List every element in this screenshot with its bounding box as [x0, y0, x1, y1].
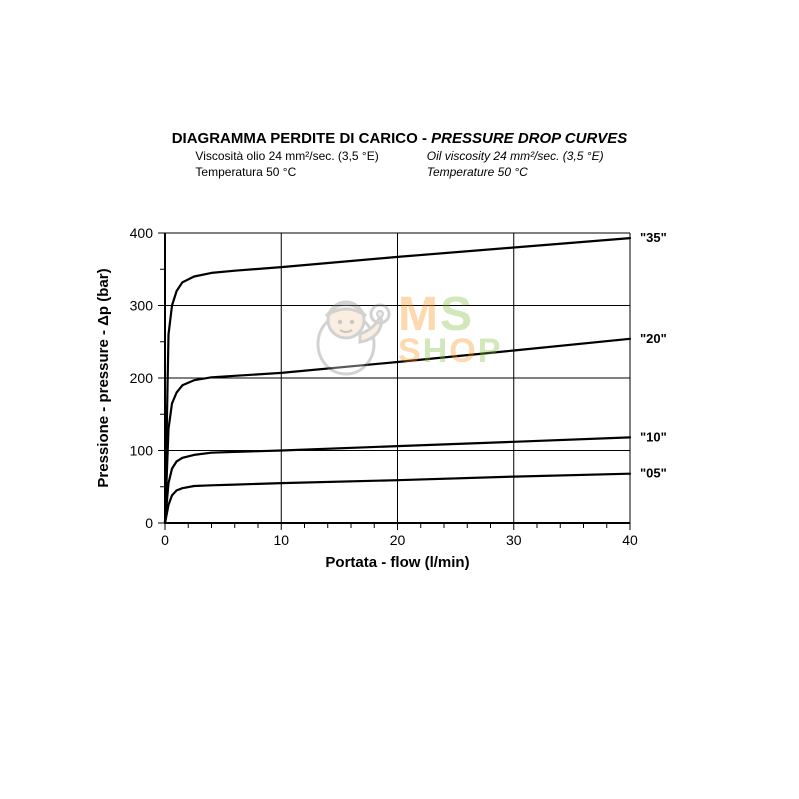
svg-text:Pressione - pressure - Δp (bar: Pressione - pressure - Δp (bar) — [95, 268, 112, 487]
temp-it: Temperatura 50 °C — [195, 165, 378, 181]
svg-text:10: 10 — [273, 532, 289, 548]
chart-header: DIAGRAMMA PERDITE DI CARICO - PRESSURE D… — [0, 130, 799, 180]
title-it: DIAGRAMMA PERDITE DI CARICO — [172, 130, 418, 147]
svg-text:100: 100 — [130, 443, 154, 459]
visc-it: Viscosità olio 24 mm²/sec. (3,5 °E) — [195, 149, 378, 165]
chart-title: DIAGRAMMA PERDITE DI CARICO - PRESSURE D… — [0, 130, 799, 147]
chart-subtitle: Viscosità olio 24 mm²/sec. (3,5 °E) Temp… — [0, 149, 799, 180]
svg-text:30: 30 — [506, 532, 522, 548]
chart: 0102030400100200300400Portata - flow (l/… — [90, 225, 710, 585]
svg-text:200: 200 — [130, 370, 154, 386]
svg-text:300: 300 — [130, 298, 154, 314]
title-sep: - — [418, 130, 431, 147]
svg-text:0: 0 — [161, 532, 169, 548]
svg-text:"10": "10" — [640, 429, 667, 444]
subtitle-en: Oil viscosity 24 mm²/sec. (3,5 °E) Tempe… — [427, 149, 604, 180]
svg-text:"20": "20" — [640, 331, 667, 346]
chart-svg: 0102030400100200300400Portata - flow (l/… — [90, 225, 710, 585]
svg-text:40: 40 — [622, 532, 638, 548]
subtitle-it: Viscosità olio 24 mm²/sec. (3,5 °E) Temp… — [195, 149, 378, 180]
svg-text:"05": "05" — [640, 466, 667, 481]
svg-text:Portata - flow (l/min): Portata - flow (l/min) — [325, 554, 469, 571]
svg-text:0: 0 — [145, 515, 153, 531]
visc-en: Oil viscosity 24 mm²/sec. (3,5 °E) — [427, 149, 604, 165]
temp-en: Temperature 50 °C — [427, 165, 604, 181]
title-en: PRESSURE DROP CURVES — [431, 130, 627, 147]
svg-text:20: 20 — [390, 532, 406, 548]
page: DIAGRAMMA PERDITE DI CARICO - PRESSURE D… — [0, 0, 799, 799]
svg-text:400: 400 — [130, 225, 154, 241]
svg-text:"35": "35" — [640, 230, 667, 245]
